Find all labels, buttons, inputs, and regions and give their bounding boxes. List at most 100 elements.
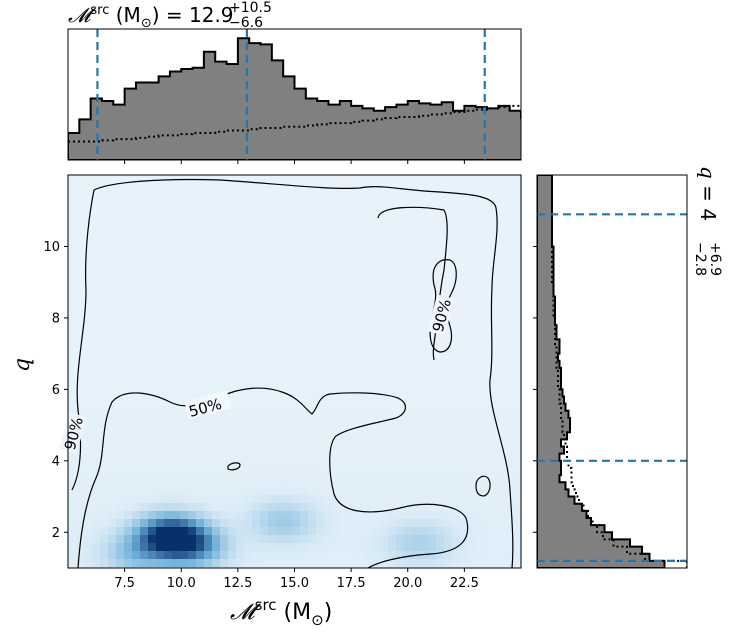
heat-cell [236, 199, 245, 208]
heat-cell [364, 503, 373, 512]
heat-cell [516, 175, 521, 184]
heat-cell [84, 399, 93, 408]
heat-cell [84, 231, 93, 240]
heat-cell [388, 343, 397, 352]
heat-cell [404, 175, 413, 184]
heat-cell [212, 447, 221, 456]
heat-cell [372, 367, 381, 376]
heat-cell [436, 263, 445, 272]
heat-cell [356, 439, 365, 448]
heat-cell [460, 255, 469, 264]
heat-cell [228, 279, 237, 288]
heat-cell [468, 479, 477, 488]
heat-cell [124, 519, 133, 528]
heat-cell [516, 311, 521, 320]
heat-cell [188, 391, 197, 400]
heat-cell [508, 359, 517, 368]
heat-cell [116, 415, 125, 424]
heat-cell [372, 519, 381, 528]
heat-cell [212, 367, 221, 376]
heat-cell [236, 407, 245, 416]
heat-cell [340, 519, 349, 528]
heat-cell [324, 255, 333, 264]
heat-cell [116, 303, 125, 312]
heat-cell [340, 399, 349, 408]
heat-cell [396, 559, 405, 568]
heat-cell [476, 447, 485, 456]
heat-cell [516, 351, 521, 360]
heat-cell [244, 351, 253, 360]
heat-cell [500, 463, 509, 472]
heat-cell [356, 543, 365, 552]
heat-cell [92, 343, 101, 352]
heat-cell [292, 399, 301, 408]
heat-cell [388, 319, 397, 328]
heat-cell [292, 367, 301, 376]
heat-cell [204, 359, 213, 368]
heat-cell [380, 335, 389, 344]
heat-cell [292, 391, 301, 400]
heat-cell [460, 383, 469, 392]
heat-cell [492, 399, 501, 408]
heat-cell [172, 471, 181, 480]
heat-cell [308, 511, 317, 520]
heat-cell [500, 191, 509, 200]
heat-cell [340, 359, 349, 368]
heat-cell [356, 183, 365, 192]
heat-cell [92, 399, 101, 408]
heat-cell [412, 175, 421, 184]
heat-cell [236, 463, 245, 472]
heat-cell [68, 359, 77, 368]
heat-cell [196, 519, 205, 528]
heat-cell [100, 359, 109, 368]
heat-cell [404, 263, 413, 272]
heat-cell [276, 551, 285, 560]
heat-cell [516, 431, 521, 440]
heat-cell [188, 255, 197, 264]
heat-cell [396, 247, 405, 256]
heat-cell [236, 487, 245, 496]
heat-cell [276, 447, 285, 456]
heat-cell [220, 415, 229, 424]
heat-cell [300, 551, 309, 560]
heat-cell [468, 327, 477, 336]
heat-cell [500, 415, 509, 424]
heat-cell [492, 343, 501, 352]
heat-cell [268, 231, 277, 240]
heat-cell [236, 375, 245, 384]
heat-cell [188, 439, 197, 448]
heat-cell [508, 351, 517, 360]
heat-cell [84, 247, 93, 256]
heat-cell [292, 327, 301, 336]
heat-cell [356, 511, 365, 520]
heat-cell [460, 391, 469, 400]
heat-cell [148, 527, 157, 536]
heat-cell [92, 527, 101, 536]
heat-cell [308, 319, 317, 328]
heat-cell [116, 207, 125, 216]
heat-cell [460, 335, 469, 344]
heat-cell [156, 535, 165, 544]
heat-cell [212, 255, 221, 264]
heat-cell [244, 375, 253, 384]
heat-cell [76, 479, 85, 488]
heat-cell [252, 175, 261, 184]
heat-cell [124, 367, 133, 376]
heat-cell [228, 287, 237, 296]
heat-cell [372, 479, 381, 488]
heat-cell [276, 527, 285, 536]
heat-cell [516, 479, 521, 488]
heat-cell [476, 271, 485, 280]
heat-cell [260, 391, 269, 400]
heat-cell [444, 431, 453, 440]
heat-cell [300, 439, 309, 448]
heat-cell [124, 399, 133, 408]
heat-cell [116, 487, 125, 496]
heat-cell [404, 487, 413, 496]
heat-cell [132, 327, 141, 336]
heat-cell [388, 231, 397, 240]
heat-cell [372, 399, 381, 408]
heat-cell [260, 439, 269, 448]
heat-cell [500, 239, 509, 248]
heat-cell [300, 375, 309, 384]
